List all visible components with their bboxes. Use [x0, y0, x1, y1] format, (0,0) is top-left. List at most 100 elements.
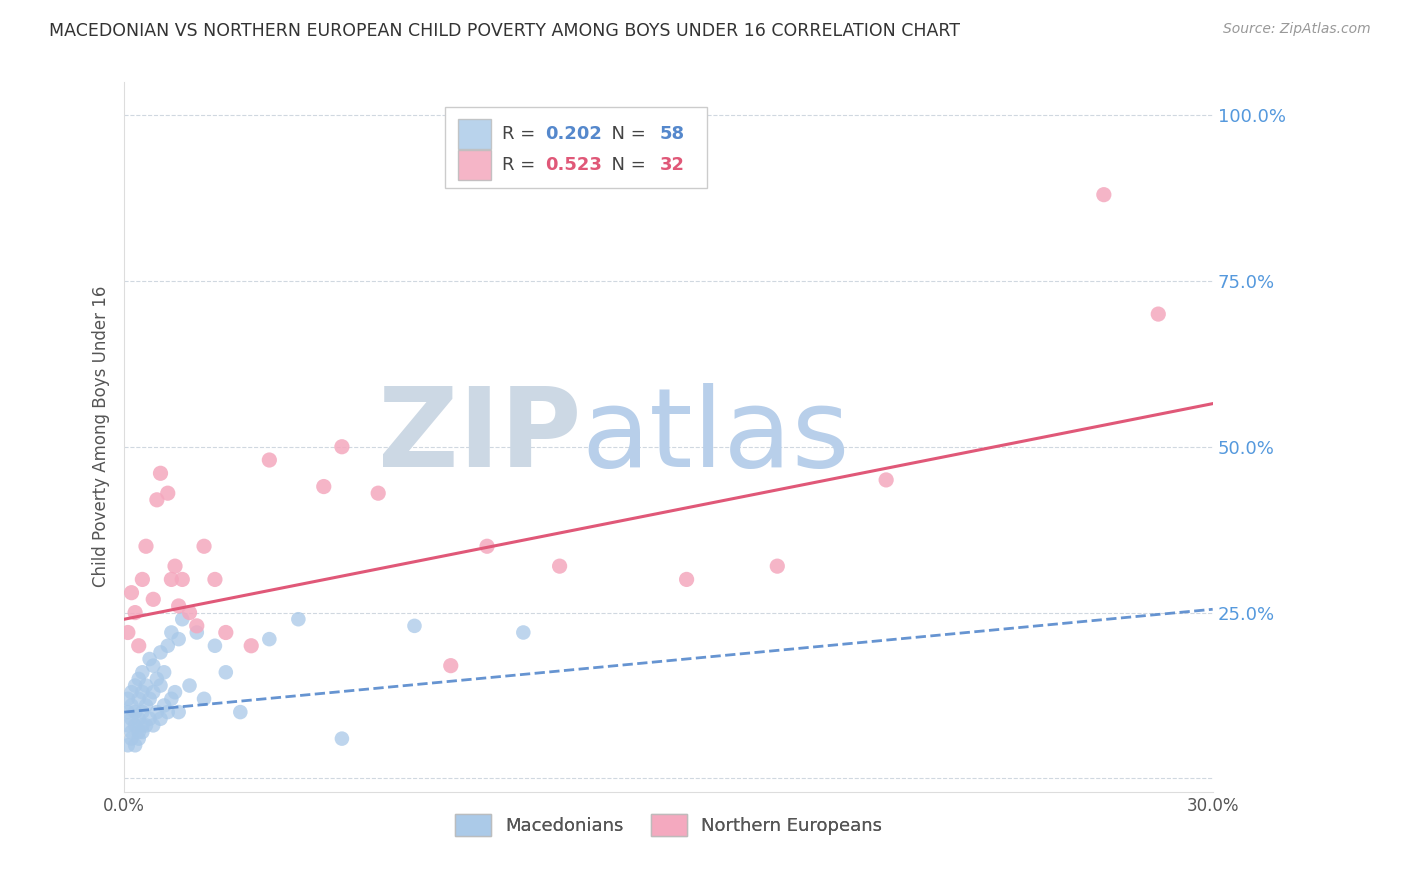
- Point: [186, 619, 208, 633]
- Point: [259, 632, 281, 647]
- Point: [117, 738, 139, 752]
- Point: [440, 658, 463, 673]
- Text: N =: N =: [600, 156, 651, 174]
- Point: [149, 467, 172, 481]
- Point: [121, 712, 143, 726]
- Point: [131, 718, 153, 732]
- Point: [312, 479, 335, 493]
- Point: [142, 658, 165, 673]
- Point: [124, 606, 146, 620]
- Point: [117, 625, 139, 640]
- Point: [156, 705, 179, 719]
- Legend: Macedonians, Northern Europeans: Macedonians, Northern Europeans: [447, 806, 890, 843]
- Point: [259, 453, 281, 467]
- Point: [124, 718, 146, 732]
- Text: 0.202: 0.202: [546, 125, 602, 143]
- Point: [404, 619, 426, 633]
- Point: [204, 573, 226, 587]
- Point: [128, 725, 150, 739]
- Point: [766, 559, 789, 574]
- Text: R =: R =: [502, 125, 541, 143]
- Point: [135, 698, 157, 713]
- Point: [160, 573, 183, 587]
- Point: [186, 625, 208, 640]
- Point: [117, 691, 139, 706]
- Point: [128, 691, 150, 706]
- Point: [121, 685, 143, 699]
- FancyBboxPatch shape: [458, 150, 491, 180]
- Point: [121, 725, 143, 739]
- Text: 32: 32: [659, 156, 685, 174]
- Point: [117, 705, 139, 719]
- Point: [330, 731, 353, 746]
- Point: [153, 665, 176, 680]
- Point: [138, 652, 160, 666]
- Point: [548, 559, 571, 574]
- Point: [193, 539, 215, 553]
- Point: [163, 685, 186, 699]
- Text: atlas: atlas: [581, 384, 849, 491]
- Text: Source: ZipAtlas.com: Source: ZipAtlas.com: [1223, 22, 1371, 37]
- Text: N =: N =: [600, 125, 651, 143]
- Point: [142, 592, 165, 607]
- Point: [128, 712, 150, 726]
- Point: [193, 691, 215, 706]
- Point: [172, 573, 194, 587]
- Point: [128, 672, 150, 686]
- Point: [287, 612, 309, 626]
- Text: MACEDONIAN VS NORTHERN EUROPEAN CHILD POVERTY AMONG BOYS UNDER 16 CORRELATION CH: MACEDONIAN VS NORTHERN EUROPEAN CHILD PO…: [49, 22, 960, 40]
- Text: ZIP: ZIP: [378, 384, 581, 491]
- Y-axis label: Child Poverty Among Boys Under 16: Child Poverty Among Boys Under 16: [93, 286, 110, 588]
- Point: [179, 679, 201, 693]
- Point: [675, 573, 697, 587]
- Point: [131, 725, 153, 739]
- Point: [135, 679, 157, 693]
- Text: R =: R =: [502, 156, 541, 174]
- Point: [128, 731, 150, 746]
- Point: [121, 585, 143, 599]
- Point: [156, 486, 179, 500]
- Point: [875, 473, 897, 487]
- Point: [512, 625, 534, 640]
- Point: [163, 559, 186, 574]
- Point: [149, 645, 172, 659]
- Point: [240, 639, 263, 653]
- Point: [124, 679, 146, 693]
- Point: [179, 606, 201, 620]
- Point: [135, 718, 157, 732]
- Point: [146, 672, 169, 686]
- Text: 58: 58: [659, 125, 685, 143]
- Point: [215, 665, 238, 680]
- Point: [131, 573, 153, 587]
- Point: [124, 738, 146, 752]
- Point: [121, 698, 143, 713]
- Point: [124, 705, 146, 719]
- Point: [160, 691, 183, 706]
- Point: [131, 705, 153, 719]
- Point: [121, 731, 143, 746]
- Point: [135, 539, 157, 553]
- Point: [138, 691, 160, 706]
- Point: [160, 625, 183, 640]
- Point: [167, 632, 190, 647]
- Point: [142, 718, 165, 732]
- Point: [131, 685, 153, 699]
- Point: [204, 639, 226, 653]
- Point: [172, 612, 194, 626]
- Point: [1147, 307, 1170, 321]
- Point: [330, 440, 353, 454]
- Point: [1092, 187, 1115, 202]
- Point: [167, 705, 190, 719]
- Point: [153, 698, 176, 713]
- Point: [128, 639, 150, 653]
- Point: [367, 486, 389, 500]
- Point: [117, 718, 139, 732]
- Point: [149, 679, 172, 693]
- Point: [131, 665, 153, 680]
- Point: [229, 705, 252, 719]
- Point: [146, 492, 169, 507]
- FancyBboxPatch shape: [458, 119, 491, 149]
- Point: [138, 712, 160, 726]
- Point: [146, 705, 169, 719]
- Point: [167, 599, 190, 613]
